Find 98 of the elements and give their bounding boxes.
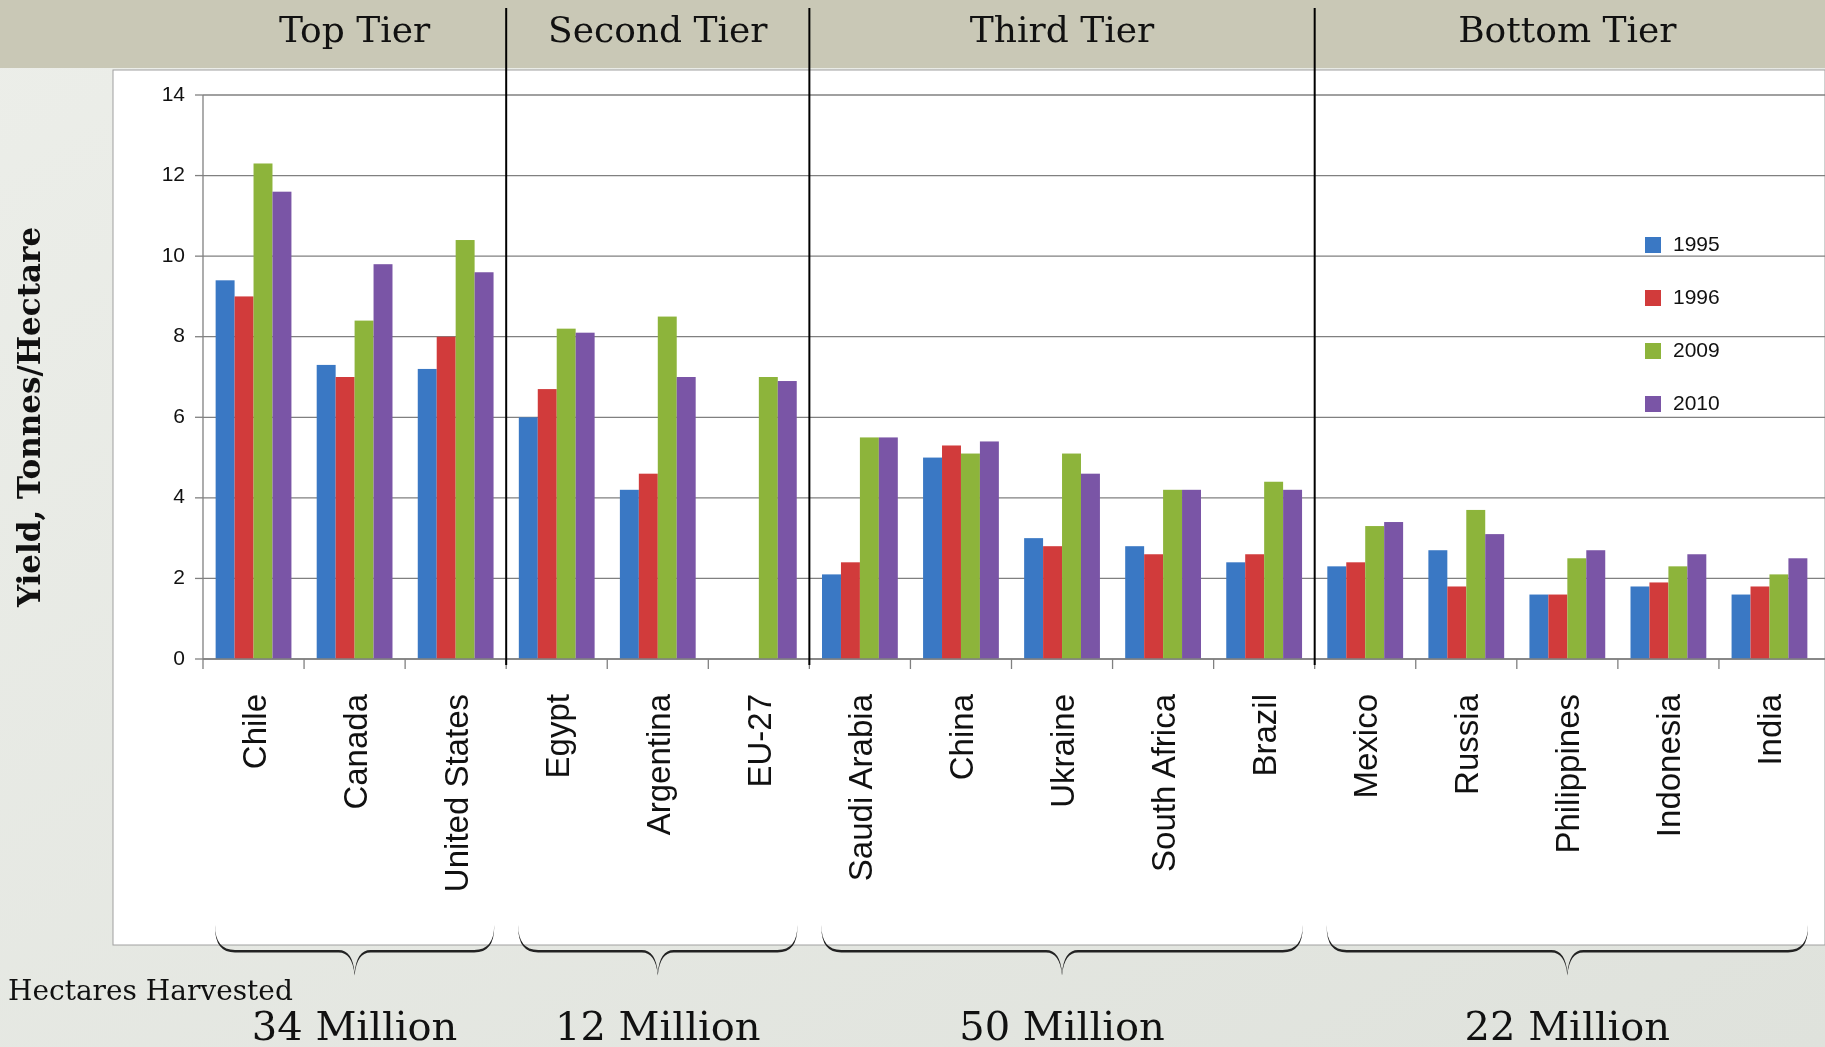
bar — [1264, 481, 1284, 659]
x-tick-label: Chile — [235, 694, 273, 770]
y-tick-label: 14 — [161, 81, 186, 105]
bar — [215, 280, 235, 659]
bar — [234, 296, 254, 659]
y-tick-label: 10 — [161, 242, 185, 266]
bar — [840, 562, 860, 659]
text: 50 Million — [959, 1003, 1165, 1047]
bar — [417, 368, 437, 659]
x-tick-label: Brazil — [1246, 694, 1284, 777]
bar — [1466, 509, 1486, 659]
y-tick-label: 4 — [173, 484, 186, 508]
bar — [1750, 586, 1770, 659]
bar — [1384, 522, 1404, 659]
x-tick-label: India — [1751, 693, 1789, 766]
bar — [638, 473, 658, 659]
legend-label: 1996 — [1673, 284, 1720, 308]
bar — [859, 437, 879, 659]
y-tick-label: 6 — [173, 403, 185, 427]
bar — [657, 316, 677, 659]
y-tick-label: 12 — [161, 162, 185, 186]
legend-label: 2010 — [1673, 390, 1720, 414]
x-tick-label: Russia — [1448, 693, 1486, 795]
text: 12 Million — [554, 1003, 761, 1047]
bar — [1769, 574, 1789, 659]
bar — [335, 377, 355, 659]
bar — [1447, 586, 1467, 659]
bar — [272, 191, 292, 659]
bar — [1365, 526, 1385, 659]
x-tick-label: Canada — [336, 693, 374, 810]
bar — [1485, 534, 1505, 659]
bar — [373, 264, 393, 659]
bar — [1080, 473, 1100, 659]
bar — [1226, 562, 1246, 659]
bar — [575, 332, 595, 659]
legend-label: 1995 — [1673, 231, 1720, 255]
bar — [1687, 554, 1707, 659]
x-tick-label: China — [942, 693, 980, 781]
bar — [1327, 566, 1347, 659]
y-tick-label: 0 — [173, 645, 185, 669]
x-tick-label: Egypt — [538, 694, 576, 779]
x-tick-label: EU-27 — [740, 694, 778, 788]
bar — [1062, 453, 1081, 659]
bar — [923, 457, 943, 659]
bar — [777, 381, 797, 659]
bar — [758, 377, 778, 659]
x-tick-label: Saudi Arabia — [841, 693, 879, 882]
bar — [878, 437, 898, 659]
text: Top Tier — [278, 9, 432, 50]
x-tick-label: Indonesia — [1650, 693, 1688, 838]
x-tick-label: Ukraine — [1044, 694, 1082, 808]
y-axis-title: Yield, Tonnes/Hectare — [11, 226, 47, 609]
bar — [1428, 550, 1448, 659]
bar — [316, 364, 336, 659]
text: Bottom Tier — [1458, 9, 1678, 50]
bar — [960, 453, 980, 659]
bar — [1630, 586, 1650, 659]
bar — [1731, 594, 1751, 659]
bar — [1668, 566, 1688, 659]
y-tick-label: 2 — [173, 564, 185, 588]
bar — [518, 417, 538, 659]
text: Second Tier — [548, 9, 769, 50]
x-tick-label: South Africa — [1145, 693, 1183, 872]
bar — [354, 320, 374, 659]
bar — [253, 163, 273, 659]
bar — [1024, 538, 1044, 659]
bar — [942, 445, 961, 659]
bar — [1346, 562, 1366, 659]
bar — [676, 377, 696, 659]
bar — [474, 272, 494, 659]
bar — [1586, 550, 1606, 659]
bar — [1529, 594, 1549, 659]
x-tick-label: Philippines — [1549, 694, 1587, 854]
bar — [1125, 546, 1145, 659]
bar — [1283, 489, 1303, 659]
bar — [1043, 546, 1063, 659]
bar — [1182, 489, 1201, 659]
bar — [1548, 594, 1568, 659]
x-tick-label: United States — [437, 694, 475, 893]
bar — [1144, 554, 1164, 659]
bar — [1163, 489, 1183, 659]
text: Third Tier — [969, 9, 1156, 50]
bar — [436, 336, 456, 659]
legend-label: 2009 — [1673, 337, 1720, 361]
bar — [1788, 558, 1808, 659]
y-tick-label: 8 — [173, 323, 185, 347]
bar — [979, 441, 999, 659]
bar — [619, 489, 639, 659]
bar — [1245, 554, 1265, 659]
bar — [537, 389, 557, 659]
bar — [455, 240, 475, 659]
bar — [822, 574, 841, 659]
text: 22 Million — [1464, 1003, 1671, 1047]
x-tick-label: Mexico — [1347, 694, 1385, 799]
bar — [556, 328, 576, 659]
bar — [1567, 558, 1587, 659]
x-tick-label: Argentina — [639, 693, 677, 836]
bar — [1649, 582, 1669, 659]
